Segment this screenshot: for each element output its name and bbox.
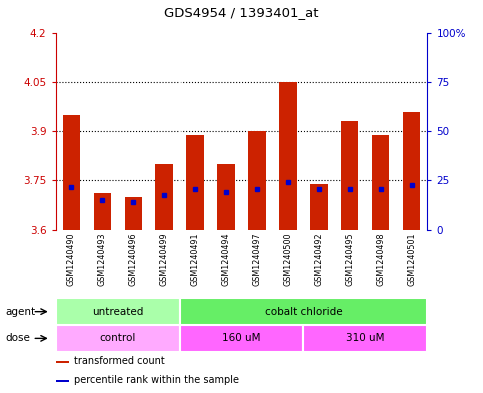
Bar xyxy=(56,361,69,363)
Text: control: control xyxy=(99,333,136,343)
Text: GSM1240492: GSM1240492 xyxy=(314,232,324,286)
Bar xyxy=(311,184,327,230)
Text: agent: agent xyxy=(6,307,36,317)
Bar xyxy=(403,112,421,230)
Text: percentile rank within the sample: percentile rank within the sample xyxy=(74,375,239,385)
Bar xyxy=(217,164,235,230)
Text: GSM1240493: GSM1240493 xyxy=(98,232,107,286)
Bar xyxy=(303,325,427,352)
Text: GSM1240499: GSM1240499 xyxy=(159,232,169,286)
Bar xyxy=(62,115,80,230)
Bar xyxy=(94,193,111,230)
Bar xyxy=(156,164,172,230)
Text: GSM1240500: GSM1240500 xyxy=(284,232,293,286)
Text: GSM1240498: GSM1240498 xyxy=(376,232,385,286)
Bar xyxy=(248,131,266,230)
Bar xyxy=(280,82,297,230)
Text: GSM1240496: GSM1240496 xyxy=(128,232,138,286)
Text: dose: dose xyxy=(6,333,31,343)
Text: GSM1240497: GSM1240497 xyxy=(253,232,261,286)
Bar xyxy=(56,298,180,325)
Text: GSM1240495: GSM1240495 xyxy=(345,232,355,286)
Bar xyxy=(341,121,358,230)
Text: 160 uM: 160 uM xyxy=(222,333,261,343)
Text: GSM1240490: GSM1240490 xyxy=(67,232,75,286)
Text: GSM1240501: GSM1240501 xyxy=(408,232,416,286)
Bar xyxy=(125,197,142,230)
Text: 310 uM: 310 uM xyxy=(346,333,385,343)
Bar xyxy=(180,325,303,352)
Text: GSM1240494: GSM1240494 xyxy=(222,232,230,286)
Text: transformed count: transformed count xyxy=(74,356,165,366)
Text: GSM1240491: GSM1240491 xyxy=(190,232,199,286)
Text: cobalt chloride: cobalt chloride xyxy=(265,307,342,317)
Bar xyxy=(180,298,427,325)
Bar xyxy=(56,325,180,352)
Text: untreated: untreated xyxy=(92,307,143,317)
Bar xyxy=(372,134,389,230)
Text: GDS4954 / 1393401_at: GDS4954 / 1393401_at xyxy=(164,6,319,19)
Bar xyxy=(56,380,69,382)
Bar xyxy=(186,134,203,230)
